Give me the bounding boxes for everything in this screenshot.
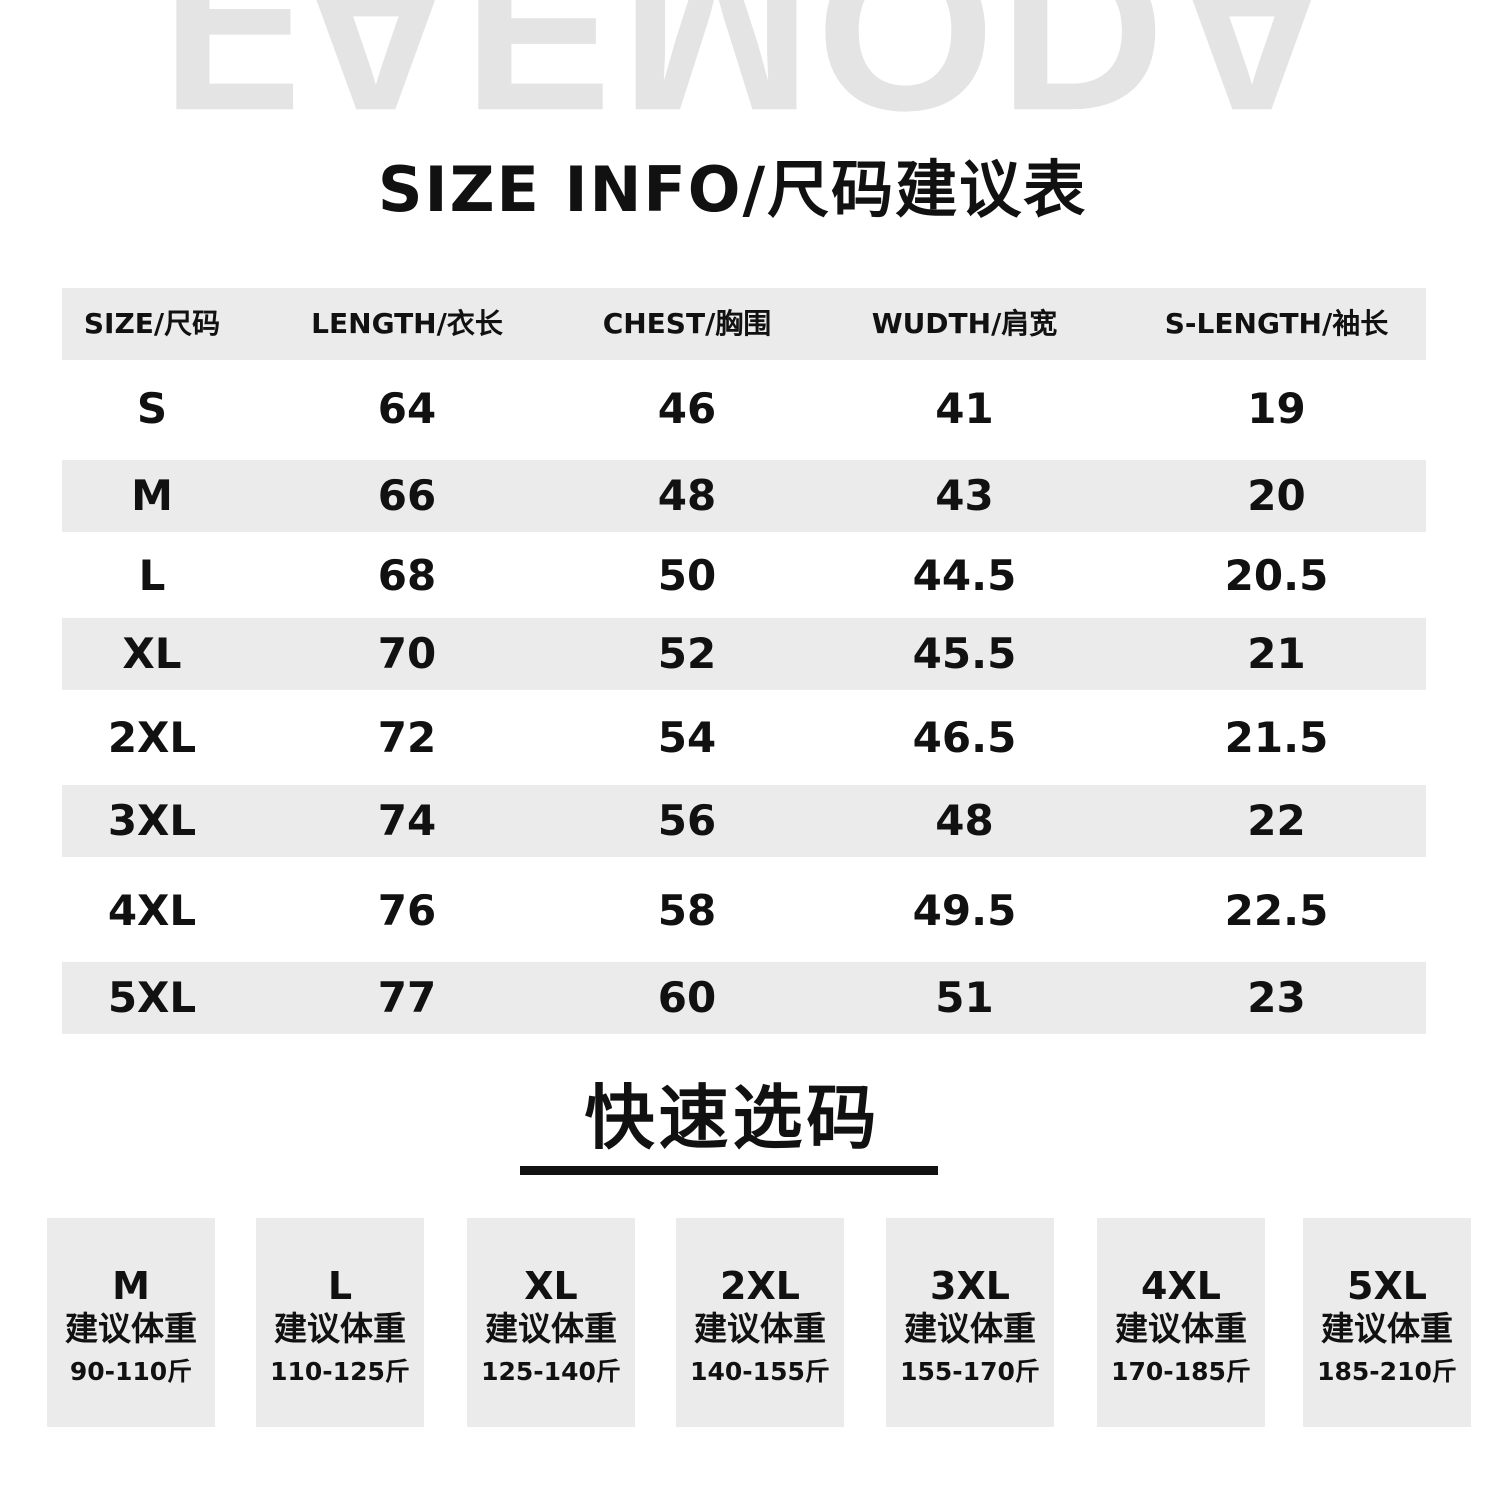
table-cell: 3XL xyxy=(107,796,197,845)
table-cell: 48 xyxy=(657,471,717,520)
size-card: 5XL 建议体重 185-210斤 xyxy=(1303,1218,1471,1427)
card-size: 4XL xyxy=(1141,1264,1221,1308)
header-sleeve-length: S-LENGTH/袖长 xyxy=(1164,307,1389,340)
header-width: WUDTH/肩宽 xyxy=(871,307,1058,340)
table-cell: 45.5 xyxy=(912,629,1017,678)
table-cell: 43 xyxy=(935,471,994,520)
brand-watermark: FAEMODA xyxy=(161,0,1339,159)
table-cell: 5XL xyxy=(107,973,197,1022)
size-card: L 建议体重 110-125斤 xyxy=(256,1218,424,1427)
table-cell: 19 xyxy=(1247,384,1306,433)
card-weight: 125-140斤 xyxy=(481,1357,621,1386)
size-card: 4XL 建议体重 170-185斤 xyxy=(1097,1218,1265,1427)
table-cell: 4XL xyxy=(107,886,197,935)
table-cell: S xyxy=(136,384,168,433)
table-cell: 22 xyxy=(1247,796,1306,845)
size-card: M 建议体重 90-110斤 xyxy=(47,1218,215,1427)
table-row: XL 70 52 45.5 21 xyxy=(62,618,1426,690)
table-cell: 48 xyxy=(935,796,994,845)
table-cell: 64 xyxy=(377,384,437,433)
table-cell: 21.5 xyxy=(1224,713,1329,762)
table-cell: 2XL xyxy=(107,713,197,762)
table-header: SIZE/尺码 LENGTH/衣长 CHEST/胸围 WUDTH/肩宽 S-LE… xyxy=(62,288,1426,360)
table-cell: 46.5 xyxy=(912,713,1017,762)
table-cell: L xyxy=(138,551,166,600)
table-cell: 46 xyxy=(657,384,717,433)
table-cell: 66 xyxy=(377,471,437,520)
table-cell: 77 xyxy=(377,973,437,1022)
table-cell: 72 xyxy=(377,713,437,762)
table-cell: 22.5 xyxy=(1224,886,1329,935)
title-underline xyxy=(520,1166,938,1175)
size-card: 3XL 建议体重 155-170斤 xyxy=(886,1218,1054,1427)
header-size: SIZE/尺码 xyxy=(83,307,221,340)
table-cell: 54 xyxy=(657,713,717,762)
table-cell: 21 xyxy=(1247,629,1306,678)
table-cell: 74 xyxy=(377,796,437,845)
table-row: 5XL 77 60 51 23 xyxy=(62,962,1426,1034)
size-card: 2XL 建议体重 140-155斤 xyxy=(676,1218,844,1427)
card-label: 建议体重 xyxy=(904,1309,1036,1348)
table-cell: 58 xyxy=(657,886,717,935)
card-weight: 185-210斤 xyxy=(1317,1357,1457,1386)
card-label: 建议体重 xyxy=(1115,1309,1247,1348)
card-weight: 90-110斤 xyxy=(69,1357,193,1386)
table-cell: 23 xyxy=(1247,973,1306,1022)
table-cell: 52 xyxy=(657,629,717,678)
quick-select-title: 快速选码 xyxy=(584,1077,881,1159)
table-cell: 56 xyxy=(657,796,717,845)
table-cell: 44.5 xyxy=(912,551,1017,600)
card-label: 建议体重 xyxy=(274,1309,406,1348)
table-cell: 41 xyxy=(935,384,994,433)
table-row: M 66 48 43 20 xyxy=(62,460,1426,532)
header-length: LENGTH/衣长 xyxy=(311,307,503,340)
header-chest: CHEST/胸围 xyxy=(602,307,772,340)
size-card: XL 建议体重 125-140斤 xyxy=(467,1218,635,1427)
table-row: 4XL 76 58 49.5 22.5 xyxy=(62,875,1426,947)
table-cell: 20 xyxy=(1247,471,1306,520)
card-size: 2XL xyxy=(720,1264,800,1308)
table-cell: 60 xyxy=(657,973,717,1022)
table-cell: XL xyxy=(122,629,182,678)
card-label: 建议体重 xyxy=(1321,1309,1453,1348)
table-cell: 51 xyxy=(935,973,994,1022)
card-size: 5XL xyxy=(1347,1264,1427,1308)
card-weight: 155-170斤 xyxy=(900,1357,1040,1386)
card-size: 3XL xyxy=(930,1264,1010,1308)
table-cell: 70 xyxy=(377,629,437,678)
card-label: 建议体重 xyxy=(694,1309,826,1348)
table-cell: 76 xyxy=(377,886,437,935)
table-row: S 64 46 41 19 xyxy=(62,373,1426,445)
card-label: 建议体重 xyxy=(485,1309,617,1348)
table-cell: 68 xyxy=(377,551,437,600)
page-title: SIZE INFO/尺码建议表 xyxy=(377,153,1088,226)
card-weight: 110-125斤 xyxy=(270,1357,410,1386)
table-cell: 49.5 xyxy=(912,886,1017,935)
card-size: M xyxy=(112,1264,150,1308)
card-size: XL xyxy=(524,1264,578,1308)
table-row: 2XL 72 54 46.5 21.5 xyxy=(62,702,1426,774)
card-label: 建议体重 xyxy=(65,1309,197,1348)
table-row: L 68 50 44.5 20.5 xyxy=(62,540,1426,612)
size-table: SIZE/尺码 LENGTH/衣长 CHEST/胸围 WUDTH/肩宽 S-LE… xyxy=(62,288,1426,1034)
table-row: 3XL 74 56 48 22 xyxy=(62,785,1426,857)
table-cell: M xyxy=(131,471,173,520)
table-cell: 20.5 xyxy=(1224,551,1329,600)
table-cell: 50 xyxy=(657,551,717,600)
card-weight: 170-185斤 xyxy=(1111,1357,1251,1386)
card-weight: 140-155斤 xyxy=(690,1357,830,1386)
card-size: L xyxy=(327,1264,353,1308)
